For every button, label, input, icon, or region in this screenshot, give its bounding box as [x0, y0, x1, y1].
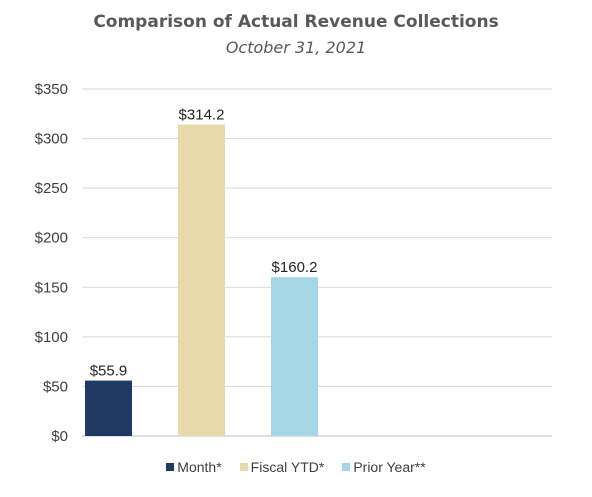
y-tick-label: $100 [35, 329, 68, 346]
legend-item-month: Month* [166, 459, 222, 475]
data-label: $160.2 [272, 259, 318, 276]
y-tick-label: $300 [35, 131, 68, 148]
legend-item-prior-year: Prior Year** [342, 459, 426, 475]
y-tick-label: $50 [43, 378, 68, 395]
legend-label-prior-year: Prior Year** [353, 459, 426, 475]
legend-item-fiscal-ytd: Fiscal YTD* [239, 459, 325, 475]
y-tick-label: $350 [35, 81, 68, 98]
bar [178, 124, 225, 437]
legend-label-fiscal-ytd: Fiscal YTD* [250, 459, 325, 475]
legend-swatch-month [166, 463, 175, 471]
data-label: $314.2 [179, 106, 225, 123]
legend-swatch-prior-year [342, 463, 351, 471]
y-tick-label: $0 [51, 428, 68, 445]
chart-legend: Month* Fiscal YTD* Prior Year** [0, 459, 592, 475]
data-label: $55.9 [90, 363, 128, 380]
chart-title: Comparison of Actual Revenue Collections [93, 12, 499, 32]
y-tick-label: $150 [35, 279, 68, 296]
chart-subtitle: October 31, 2021 [225, 38, 367, 57]
legend-label-month: Month* [177, 459, 222, 475]
y-tick-label: $250 [35, 180, 68, 197]
bar [85, 380, 132, 436]
bar [271, 277, 318, 436]
y-tick-label: $200 [35, 230, 68, 247]
legend-swatch-fiscal-ytd [239, 463, 248, 471]
